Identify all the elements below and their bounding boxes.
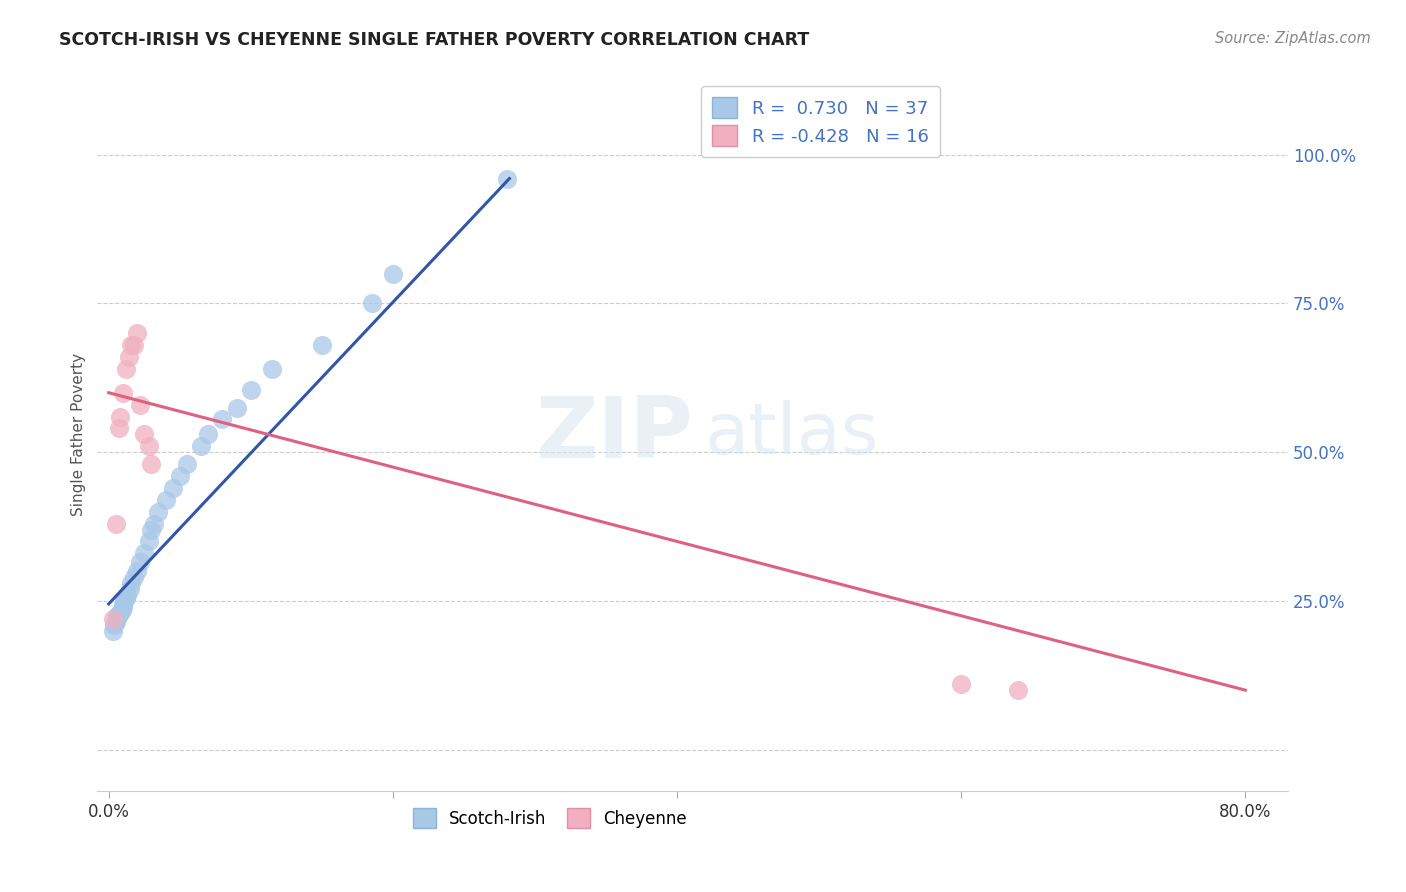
Point xyxy=(148,505,170,519)
Point xyxy=(169,469,191,483)
Point xyxy=(176,457,198,471)
Point xyxy=(311,338,333,352)
Point xyxy=(127,326,149,341)
Point xyxy=(197,427,219,442)
Point xyxy=(141,457,163,471)
Point xyxy=(120,576,142,591)
Point xyxy=(1007,683,1029,698)
Point xyxy=(108,409,131,424)
Point xyxy=(110,603,132,617)
Point xyxy=(262,362,284,376)
Point xyxy=(495,171,517,186)
Point xyxy=(115,588,138,602)
Point xyxy=(111,599,134,614)
Point xyxy=(143,516,166,531)
Point xyxy=(118,582,141,596)
Point xyxy=(162,481,184,495)
Point xyxy=(108,606,131,620)
Point xyxy=(138,439,160,453)
Point xyxy=(360,296,382,310)
Point xyxy=(141,523,163,537)
Point xyxy=(225,401,247,415)
Point xyxy=(105,612,128,626)
Point xyxy=(111,385,134,400)
Point xyxy=(101,612,124,626)
Point xyxy=(120,338,142,352)
Point xyxy=(190,439,212,453)
Point xyxy=(211,412,233,426)
Point xyxy=(104,615,127,629)
Point xyxy=(138,534,160,549)
Point xyxy=(107,607,129,621)
Point xyxy=(117,350,139,364)
Point xyxy=(124,570,146,584)
Point xyxy=(101,624,124,638)
Point xyxy=(134,546,156,560)
Point xyxy=(103,617,125,632)
Text: atlas: atlas xyxy=(704,400,879,469)
Point xyxy=(124,338,146,352)
Y-axis label: Single Father Poverty: Single Father Poverty xyxy=(72,353,86,516)
Point xyxy=(155,492,177,507)
Point xyxy=(104,516,127,531)
Point xyxy=(950,677,973,691)
Point xyxy=(107,421,129,435)
Point xyxy=(129,398,152,412)
Point xyxy=(114,591,136,605)
Legend: Scotch-Irish, Cheyenne: Scotch-Irish, Cheyenne xyxy=(406,802,693,834)
Text: SCOTCH-IRISH VS CHEYENNE SINGLE FATHER POVERTY CORRELATION CHART: SCOTCH-IRISH VS CHEYENNE SINGLE FATHER P… xyxy=(59,31,810,49)
Point xyxy=(134,427,156,442)
Text: Source: ZipAtlas.com: Source: ZipAtlas.com xyxy=(1215,31,1371,46)
Point xyxy=(381,267,404,281)
Text: ZIP: ZIP xyxy=(534,392,693,475)
Point xyxy=(105,608,128,623)
Point xyxy=(127,564,149,578)
Point xyxy=(111,597,134,611)
Point xyxy=(239,383,262,397)
Point xyxy=(112,594,135,608)
Point xyxy=(129,555,152,569)
Point xyxy=(114,362,136,376)
